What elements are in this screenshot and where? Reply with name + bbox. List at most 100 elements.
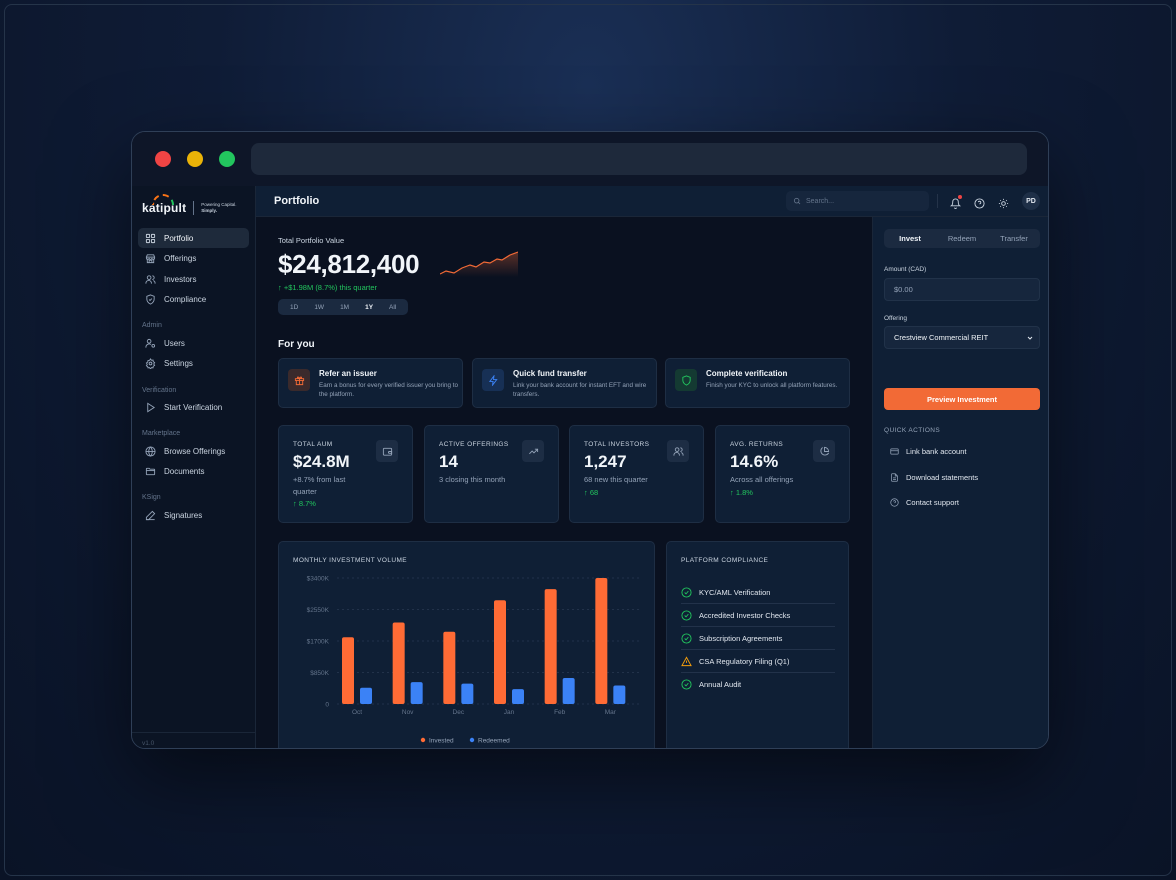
range-1w[interactable]: 1W [314, 303, 325, 311]
bar-invested[interactable] [595, 578, 608, 704]
fy-icon-wrap [482, 369, 504, 391]
stat-card-active-offerings: ACTIVE OFFERINGS 14 3 closing this month [424, 425, 559, 523]
stat-value: 14 [439, 452, 458, 471]
sidebar-item-label: Start Verification [164, 403, 223, 413]
quick-fund-transfer-card[interactable]: Quick fund transfer Link your bank accou… [472, 358, 657, 408]
bar-redeemed[interactable] [613, 685, 626, 704]
chevron-down-icon [1027, 336, 1033, 340]
wallet-icon [382, 447, 392, 456]
tab-redeem[interactable]: Redeem [947, 234, 977, 243]
range-1y[interactable]: 1Y [365, 303, 374, 311]
maximize-window-button[interactable] [219, 151, 235, 167]
bar-invested[interactable] [443, 631, 456, 704]
stat-delta: ↑ 8.7% [293, 499, 316, 508]
bar-chart: 0 $850K $1700K $2550K $3400K Oct Nov Dec Jan Feb M… [307, 576, 641, 745]
sidebar-item-start-verification[interactable]: Start Verification [138, 398, 249, 418]
legend-dot [469, 737, 475, 743]
contact-support-action[interactable]: Contact support [890, 498, 959, 507]
fy-card-title: Refer an issuer [319, 369, 377, 378]
minimize-window-button[interactable] [187, 151, 203, 167]
link-bank-account-action[interactable]: Link bank account [890, 447, 966, 456]
preview-investment-button[interactable]: Preview Investment [884, 388, 1040, 410]
stat-delta: ↑ 68 [584, 488, 599, 497]
range-all[interactable]: All [389, 303, 397, 311]
y-tick-label: $3400K [307, 576, 330, 583]
user-cog-icon [145, 338, 156, 348]
address-bar[interactable] [251, 143, 1027, 175]
stat-delta: ↑ 1.8% [730, 488, 753, 497]
y-tick-label: $850K [310, 670, 329, 677]
refer-issuer-card[interactable]: Refer an issuer Earn a bonus for every v… [278, 358, 463, 408]
sidebar-item-browse-offerings[interactable]: Browse Offerings [138, 441, 249, 461]
sidebar-item-users[interactable]: Users [138, 333, 249, 353]
bar-redeemed[interactable] [562, 678, 575, 704]
legend-label: Redeemed [478, 738, 510, 745]
complete-verification-card[interactable]: Complete verification Finish your KYC to… [665, 358, 850, 408]
bar-redeemed[interactable] [360, 687, 372, 704]
compliance-item-label: Subscription Agreements [699, 633, 783, 643]
sidebar-item-signatures[interactable]: Signatures [138, 505, 249, 525]
bar-invested[interactable] [392, 622, 405, 704]
compliance-item[interactable]: Annual Audit [681, 673, 835, 696]
range-1d[interactable]: 1D [290, 303, 299, 311]
tab-invest[interactable]: Invest [899, 234, 921, 243]
portfolio-change: ↑ +$1.98M (8.7%) this quarter [278, 283, 378, 292]
sidebar-section-verification: Verification [142, 386, 177, 394]
compliance-item[interactable]: KYC/AML Verification [681, 581, 835, 604]
stat-label: AVG. RETURNS [730, 441, 784, 448]
notification-badge [958, 194, 962, 199]
bar-invested[interactable] [544, 589, 557, 704]
amount-input[interactable]: $0.00 [884, 278, 1040, 301]
compliance-item[interactable]: Subscription Agreements [681, 627, 835, 650]
store-icon [145, 254, 156, 264]
sidebar-item-compliance[interactable]: Compliance [138, 290, 249, 310]
bar-invested[interactable] [342, 637, 354, 704]
stat-icon-wrap [376, 440, 398, 462]
stat-icon-wrap [813, 440, 835, 462]
fy-icon-wrap [288, 369, 310, 391]
quick-action-label: Download statements [906, 473, 979, 482]
globe-icon [145, 446, 156, 457]
lightning-icon [488, 374, 498, 386]
search-input[interactable]: Search... [786, 191, 929, 211]
platform-compliance-card: PLATFORM COMPLIANCE KYC/AML Verification… [666, 541, 849, 748]
tab-transfer[interactable]: Transfer [1000, 234, 1028, 243]
y-tick-label: 0 [325, 702, 329, 709]
sidebar-item-documents[interactable]: Documents [138, 462, 249, 482]
stat-card-avg-returns: AVG. RETURNS 14.6% Across all offerings … [715, 425, 850, 523]
brand-logo[interactable]: katipult Powering Capital. Simply. [132, 186, 255, 222]
check-circle-icon [681, 679, 692, 690]
offering-select[interactable]: Crestview Commercial REIT [884, 326, 1040, 349]
shield-icon [681, 374, 691, 386]
users-icon [145, 275, 156, 284]
bar-redeemed[interactable] [512, 689, 524, 704]
stat-value: 14.6% [730, 452, 779, 471]
compliance-list: KYC/AML Verification Accredited Investor … [681, 581, 835, 696]
sidebar-item-label: Signatures [164, 510, 203, 520]
play-icon [147, 402, 156, 413]
bar-redeemed[interactable] [410, 682, 423, 704]
sidebar-item-investors[interactable]: Investors [138, 269, 249, 289]
compliance-item[interactable]: Accredited Investor Checks [681, 604, 835, 627]
user-avatar[interactable]: PD [1022, 192, 1040, 210]
sidebar-section-ksign: KSign [142, 494, 161, 502]
bar-redeemed[interactable] [461, 683, 474, 704]
stat-sub: +8.7% from last quarter [293, 475, 346, 496]
range-1m[interactable]: 1M [340, 303, 350, 311]
theme-toggle-button[interactable] [998, 196, 1009, 208]
close-window-button[interactable] [155, 151, 171, 167]
sidebar-item-settings[interactable]: Settings [138, 354, 249, 374]
stat-sub: Across all offerings [730, 475, 794, 484]
fy-card-title: Complete verification [706, 369, 788, 378]
help-button[interactable] [974, 196, 985, 209]
bar-invested[interactable] [494, 600, 506, 704]
y-tick-label: $1700K [307, 639, 330, 646]
chart-title: MONTHLY INVESTMENT VOLUME [293, 557, 408, 564]
sidebar-item-offerings[interactable]: Offerings [138, 249, 249, 269]
sidebar-item-label: Users [164, 338, 185, 348]
notifications-button[interactable] [949, 194, 962, 209]
stat-icon-wrap [667, 440, 689, 462]
download-statements-action[interactable]: Download statements [890, 473, 978, 482]
sidebar-item-portfolio[interactable]: Portfolio [138, 228, 249, 248]
compliance-item[interactable]: CSA Regulatory Filing (Q1) [681, 650, 835, 673]
